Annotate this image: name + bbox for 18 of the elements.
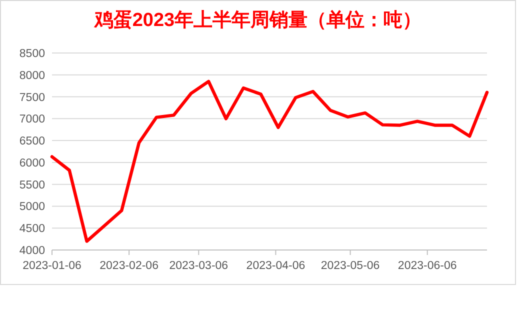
y-tick-label: 7500 <box>19 92 45 104</box>
y-tick-label: 4000 <box>19 245 45 257</box>
y-tick-label: 4500 <box>19 223 45 236</box>
x-tick-label: 2023-05-06 <box>320 260 380 272</box>
y-tick-label: 5000 <box>19 201 45 214</box>
x-tick-label: 2023-04-06 <box>246 260 306 272</box>
x-tick-label: 2023-02-06 <box>100 260 158 272</box>
y-tick-label: 7000 <box>19 114 45 126</box>
y-tick-label: 8000 <box>19 70 45 82</box>
chart-title: 鸡蛋2023年上半年周销量（单位：吨） <box>93 9 422 31</box>
y-tick-label: 8500 <box>19 48 45 60</box>
y-tick-label: 5500 <box>19 179 45 192</box>
y-tick-label: 6500 <box>19 136 45 148</box>
line-series <box>50 80 489 243</box>
x-tick-label: 2023-03-06 <box>169 260 228 272</box>
y-tick-label: 6000 <box>19 157 45 170</box>
x-tick-label: 2023-01-06 <box>22 260 82 272</box>
x-tick-label: 2023-06-06 <box>398 260 457 272</box>
